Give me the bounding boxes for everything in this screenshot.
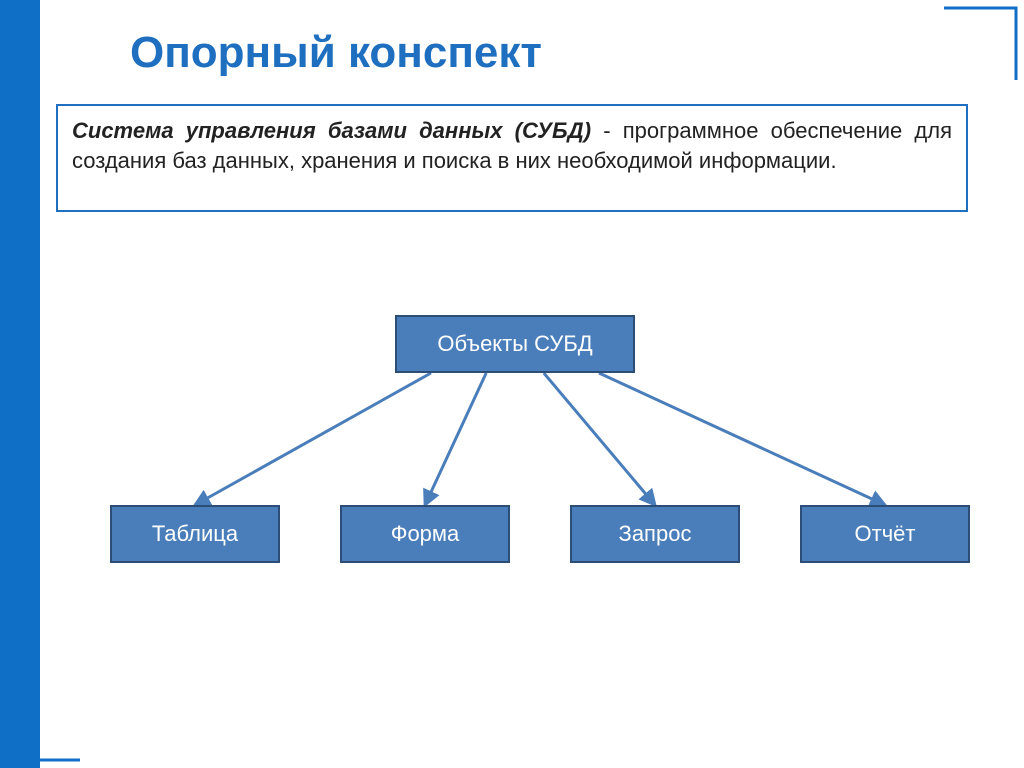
diagram-child-node-2: Запрос bbox=[570, 505, 740, 563]
slide-title: Опорный конспект bbox=[130, 28, 542, 78]
slide: Опорный конспект Система управления база… bbox=[0, 0, 1024, 768]
diagram-arrow-1 bbox=[425, 373, 486, 505]
diagram-arrow-3 bbox=[599, 373, 885, 505]
corner-bottom-left-icon bbox=[4, 684, 84, 764]
diagram-child-node-0: Таблица bbox=[110, 505, 280, 563]
corner-top-right-icon bbox=[940, 4, 1020, 84]
diagram-child-node-1: Форма bbox=[340, 505, 510, 563]
left-accent-bar bbox=[0, 0, 40, 768]
diagram-child-node-3: Отчёт bbox=[800, 505, 970, 563]
definition-box: Система управления базами данных (СУБД) … bbox=[56, 104, 968, 212]
diagram-arrow-2 bbox=[544, 373, 655, 505]
diagram-arrow-0 bbox=[195, 373, 431, 505]
definition-term: Система управления базами данных (СУБД) bbox=[72, 118, 591, 143]
diagram-root-node: Объекты СУБД bbox=[395, 315, 635, 373]
